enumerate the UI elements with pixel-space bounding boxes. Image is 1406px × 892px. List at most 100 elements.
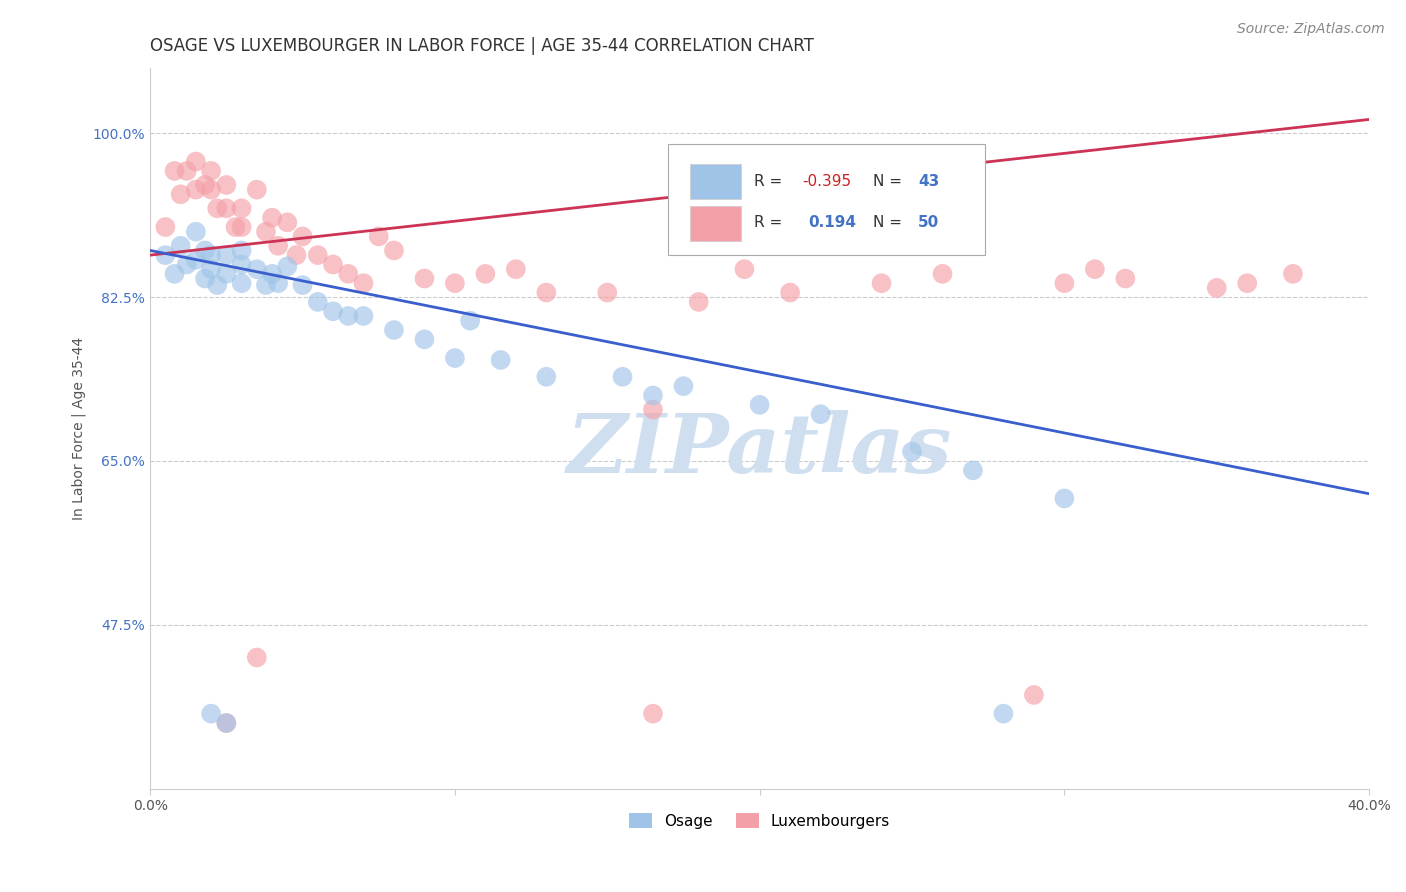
- Point: [231, 276, 253, 290]
- Point: [458, 313, 481, 327]
- Point: [184, 183, 207, 197]
- Point: [254, 225, 277, 239]
- Point: [224, 220, 246, 235]
- Point: [931, 267, 953, 281]
- Point: [267, 276, 290, 290]
- Point: [291, 278, 314, 293]
- Point: [163, 164, 186, 178]
- Point: [231, 202, 253, 216]
- Point: [267, 239, 290, 253]
- Point: [169, 239, 191, 253]
- Point: [779, 285, 801, 300]
- Point: [231, 244, 253, 258]
- Text: N =: N =: [873, 215, 907, 230]
- Point: [184, 154, 207, 169]
- Point: [337, 267, 360, 281]
- Point: [231, 220, 253, 235]
- Point: [505, 262, 527, 277]
- Text: ZIPatlas: ZIPatlas: [567, 409, 952, 490]
- FancyBboxPatch shape: [690, 205, 741, 241]
- Point: [246, 650, 269, 665]
- Point: [337, 309, 360, 323]
- Point: [163, 267, 186, 281]
- Point: [382, 244, 405, 258]
- Point: [688, 294, 710, 309]
- Point: [641, 388, 664, 402]
- Point: [1053, 276, 1076, 290]
- Point: [489, 353, 512, 368]
- Point: [215, 202, 238, 216]
- Point: [215, 716, 238, 731]
- Text: N =: N =: [873, 174, 907, 188]
- Point: [1053, 491, 1076, 506]
- Text: 43: 43: [918, 174, 939, 188]
- Point: [367, 229, 389, 244]
- Text: R =: R =: [754, 174, 787, 188]
- Point: [474, 267, 496, 281]
- Point: [276, 260, 298, 274]
- Point: [322, 258, 344, 272]
- Point: [176, 164, 198, 178]
- Point: [200, 706, 222, 721]
- Point: [200, 262, 222, 277]
- Point: [205, 202, 228, 216]
- Point: [246, 262, 269, 277]
- Point: [231, 258, 253, 272]
- Text: Source: ZipAtlas.com: Source: ZipAtlas.com: [1237, 22, 1385, 37]
- FancyBboxPatch shape: [668, 144, 986, 255]
- Point: [322, 304, 344, 318]
- Point: [1084, 262, 1107, 277]
- Point: [993, 706, 1015, 721]
- Point: [194, 244, 217, 258]
- Point: [536, 369, 558, 384]
- Point: [413, 271, 436, 285]
- Point: [596, 285, 619, 300]
- Point: [155, 248, 177, 262]
- Point: [353, 276, 375, 290]
- Point: [962, 463, 984, 477]
- Y-axis label: In Labor Force | Age 35-44: In Labor Force | Age 35-44: [72, 336, 86, 520]
- Text: 50: 50: [918, 215, 939, 230]
- Point: [444, 351, 467, 365]
- Point: [246, 183, 269, 197]
- Point: [1205, 281, 1227, 295]
- Point: [901, 444, 924, 458]
- Point: [194, 271, 217, 285]
- Point: [1114, 271, 1136, 285]
- Point: [215, 267, 238, 281]
- Point: [1236, 276, 1258, 290]
- Point: [1282, 267, 1305, 281]
- Point: [215, 248, 238, 262]
- Point: [285, 248, 308, 262]
- Point: [810, 407, 832, 421]
- Text: 0.194: 0.194: [808, 215, 856, 230]
- Point: [215, 716, 238, 731]
- Point: [870, 276, 893, 290]
- Point: [672, 379, 695, 393]
- Point: [184, 225, 207, 239]
- Text: -0.395: -0.395: [803, 174, 852, 188]
- Point: [291, 229, 314, 244]
- Point: [200, 164, 222, 178]
- Point: [205, 278, 228, 293]
- Point: [262, 267, 284, 281]
- Point: [382, 323, 405, 337]
- Point: [641, 706, 664, 721]
- Point: [353, 309, 375, 323]
- Point: [184, 252, 207, 267]
- Point: [641, 402, 664, 417]
- Legend: Osage, Luxembourgers: Osage, Luxembourgers: [623, 806, 896, 835]
- Point: [733, 262, 755, 277]
- Point: [444, 276, 467, 290]
- Text: R =: R =: [754, 215, 792, 230]
- Point: [307, 294, 329, 309]
- Point: [194, 178, 217, 192]
- Point: [262, 211, 284, 225]
- Point: [1022, 688, 1045, 702]
- Point: [612, 369, 634, 384]
- Point: [169, 187, 191, 202]
- Point: [200, 248, 222, 262]
- Point: [155, 220, 177, 235]
- Text: OSAGE VS LUXEMBOURGER IN LABOR FORCE | AGE 35-44 CORRELATION CHART: OSAGE VS LUXEMBOURGER IN LABOR FORCE | A…: [150, 37, 814, 55]
- Point: [307, 248, 329, 262]
